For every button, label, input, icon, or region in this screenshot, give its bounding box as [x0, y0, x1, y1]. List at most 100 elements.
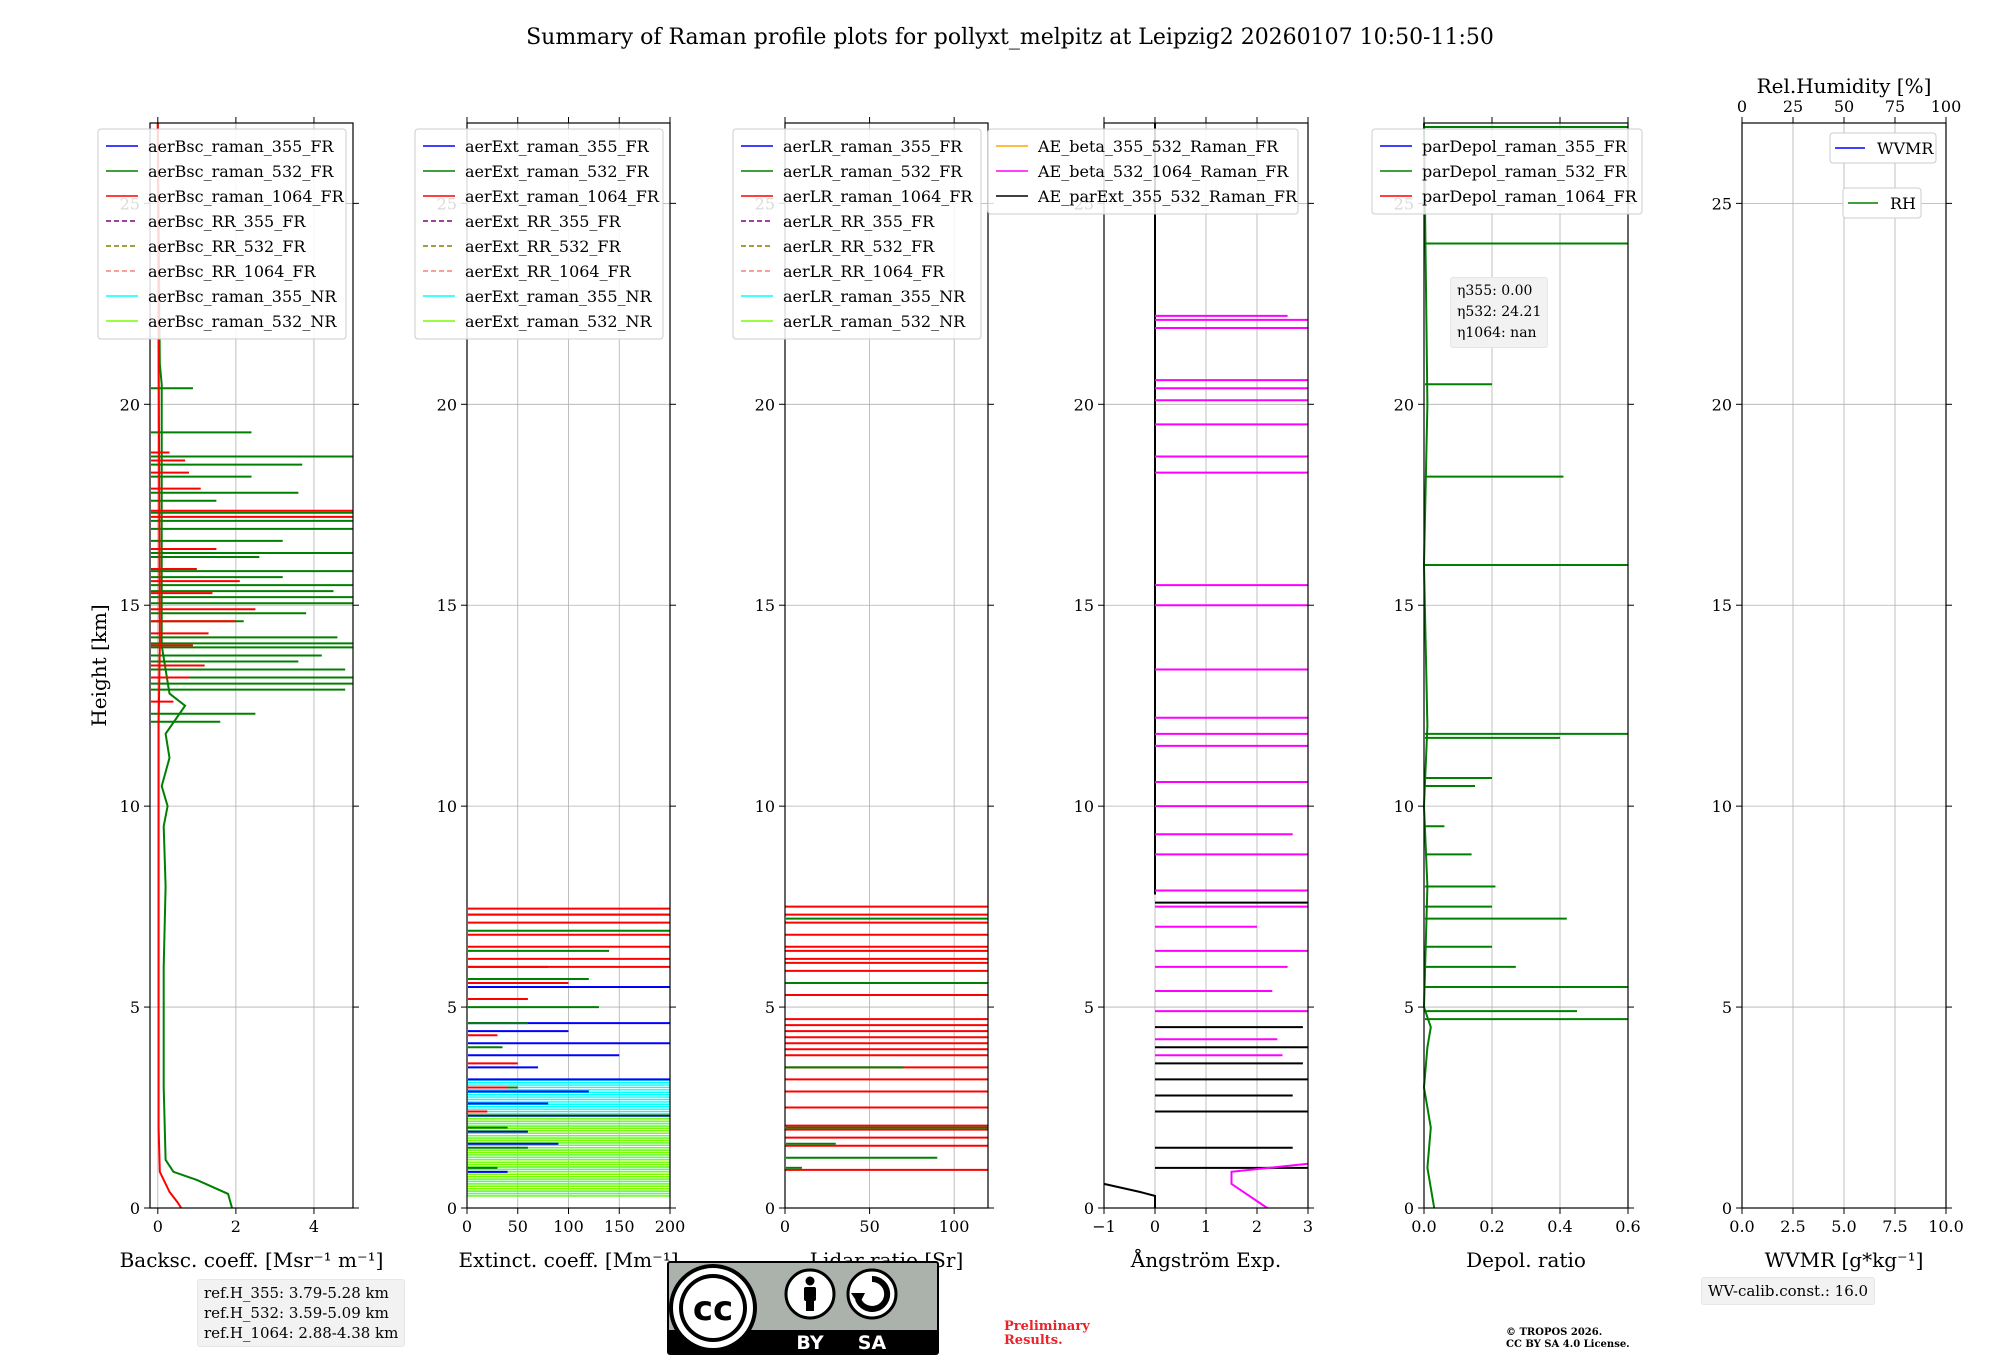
- ytick-label: 20: [1712, 395, 1732, 414]
- xtick-label: 50: [508, 1217, 528, 1236]
- y-axis-label: Height [km]: [87, 604, 111, 726]
- ytick-label: 20: [120, 395, 140, 414]
- ref-height-355: ref.H_355: 3.79-5.28 km: [204, 1284, 389, 1302]
- xtick-label: 0: [462, 1217, 472, 1236]
- ytick-label: 0: [1084, 1199, 1094, 1218]
- ytick-label: 15: [1074, 596, 1094, 615]
- xtick-label: 0.6: [1615, 1217, 1640, 1236]
- wv-calib-const: WV-calib.const.: 16.0: [1708, 1282, 1869, 1300]
- legend-label: aerLR_raman_355_FR: [783, 137, 963, 156]
- xtick-label: 0.0: [1729, 1217, 1754, 1236]
- ytick-label: 15: [437, 596, 457, 615]
- ref-height-532: ref.H_532: 3.59-5.09 km: [204, 1304, 389, 1322]
- series-line: [1103, 1182, 1156, 1208]
- figure-title: Summary of Raman profile plots for polly…: [526, 25, 1494, 50]
- cc-by-label: BY: [796, 1332, 823, 1354]
- xtick-label: 200: [655, 1217, 686, 1236]
- ytick-label: 0: [765, 1199, 775, 1218]
- ytick-label: 10: [437, 797, 457, 816]
- preliminary-line-1: Preliminary: [1004, 1319, 1090, 1334]
- x-axis-label: WVMR [g*kg⁻¹]: [1765, 1248, 1924, 1272]
- panel-depolarization: 0.00.20.40.60510152025Depol. ratioparDep…: [1371, 117, 1643, 1272]
- eta-532: η532: 24.21: [1457, 304, 1542, 320]
- legend-box: [1829, 132, 1937, 164]
- axes-frame: [784, 122, 989, 1209]
- panel-lidar_ratio: 0501000510152025Lidar ratio [Sr]aerLR_ra…: [732, 117, 994, 1272]
- legend-label: aerExt_raman_1064_FR: [465, 187, 660, 206]
- xtick-label: 7.5: [1882, 1217, 1907, 1236]
- xtick-label: −1: [1092, 1217, 1116, 1236]
- series-line: [1422, 122, 1436, 1209]
- xtick-label: 150: [604, 1217, 635, 1236]
- legend-label: aerExt_raman_355_NR: [465, 287, 653, 306]
- ytick-label: 15: [1394, 596, 1414, 615]
- ytick-label: 0: [1722, 1199, 1732, 1218]
- ytick-label: 10: [1074, 797, 1094, 816]
- wv-calib-box: WV-calib.const.: 16.0: [1701, 1277, 1876, 1305]
- ytick-label: 10: [755, 797, 775, 816]
- copyright-line-1: © TROPOS 2026.: [1506, 1327, 1603, 1338]
- cc-text: cc: [693, 1289, 733, 1329]
- panel-backscatter: 0240510152025Backsc. coeff. [Msr⁻¹ m⁻¹]H…: [87, 117, 383, 1272]
- ytick-label: 10: [1394, 797, 1414, 816]
- legend-box: [414, 128, 664, 340]
- legend-label: aerExt_RR_1064_FR: [465, 262, 632, 281]
- xtick-label: 2: [1252, 1217, 1262, 1236]
- legend-label: aerLR_RR_532_FR: [783, 237, 935, 256]
- xtick-label: 100: [939, 1217, 970, 1236]
- legend-label: parDepol_raman_355_FR: [1422, 137, 1628, 156]
- axes-frame: [1423, 122, 1629, 1209]
- x2tick-label: 100: [1931, 97, 1962, 116]
- ytick-label: 5: [1084, 998, 1094, 1017]
- xtick-label: 0: [1150, 1217, 1160, 1236]
- legend-label: WVMR: [1877, 139, 1934, 158]
- axes-frame: [149, 122, 354, 1209]
- eta-355: η355: 0.00: [1457, 283, 1533, 299]
- xtick-label: 100: [553, 1217, 584, 1236]
- legend-label: aerExt_RR_355_FR: [465, 212, 622, 231]
- legend-box: [732, 128, 982, 340]
- ytick-label: 5: [765, 998, 775, 1017]
- legend-label: RH: [1890, 194, 1916, 213]
- legend-label: aerLR_RR_355_FR: [783, 212, 935, 231]
- series-line: [1230, 1162, 1309, 1209]
- ytick-label: 20: [437, 395, 457, 414]
- panel-wvmr_rh: 0.0 2.5 5.0 7.5 10.0 0 5 10 15 20 25 WVMR [g*kg⁻¹] 0…: [1712, 74, 1964, 1272]
- xtick-label: 1: [1201, 1217, 1211, 1236]
- legend-box: [1842, 187, 1922, 219]
- xtick-label: 0.0: [1411, 1217, 1436, 1236]
- legend-label: AE_beta_355_532_Raman_FR: [1037, 137, 1279, 156]
- ytick-label: 20: [1394, 395, 1414, 414]
- x-axis-label: Extinct. coeff. [Mm⁻¹]: [458, 1248, 678, 1272]
- legend-label: aerBsc_raman_532_FR: [148, 162, 334, 181]
- ytick-label: 5: [130, 998, 140, 1017]
- x2-axis-label: Rel.Humidity [%]: [1757, 74, 1932, 98]
- copyright-line-2: CC BY SA 4.0 License.: [1506, 1339, 1630, 1350]
- ytick-label: 15: [120, 596, 140, 615]
- ytick-label: 5: [1404, 998, 1414, 1017]
- preliminary-line-2: Results.: [1004, 1333, 1063, 1348]
- legend-label: aerExt_raman_532_NR: [465, 312, 653, 331]
- cc-by-sa-logo: cc BY SA: [667, 1261, 939, 1355]
- legend-label: aerExt_raman_355_FR: [465, 137, 650, 156]
- legend-label: aerBsc_raman_355_NR: [148, 287, 337, 306]
- legend-label: parDepol_raman_1064_FR: [1422, 187, 1638, 206]
- legend-label: aerLR_raman_532_FR: [783, 162, 963, 181]
- legend-label: aerBsc_RR_1064_FR: [148, 262, 317, 281]
- ytick-label: 20: [1074, 395, 1094, 414]
- x2tick-label: 25: [1783, 97, 1803, 116]
- xtick-label: 2.5: [1780, 1217, 1805, 1236]
- legend-label: aerExt_raman_532_FR: [465, 162, 650, 181]
- ytick-label: 10: [120, 797, 140, 816]
- xtick-label: 0.2: [1479, 1217, 1504, 1236]
- xtick-label: 2: [231, 1217, 241, 1236]
- copyright-note: © TROPOS 2026. CC BY SA 4.0 License.: [1506, 1327, 1630, 1351]
- x-axis-label: Ångström Exp.: [1130, 1247, 1281, 1272]
- xtick-label: 5.0: [1831, 1217, 1856, 1236]
- legend-label: aerExt_RR_532_FR: [465, 237, 622, 256]
- legend-label: AE_beta_532_1064_Raman_FR: [1037, 162, 1289, 181]
- xtick-label: 3: [1303, 1217, 1313, 1236]
- ytick-label: 10: [1712, 797, 1732, 816]
- xtick-label: 0: [780, 1217, 790, 1236]
